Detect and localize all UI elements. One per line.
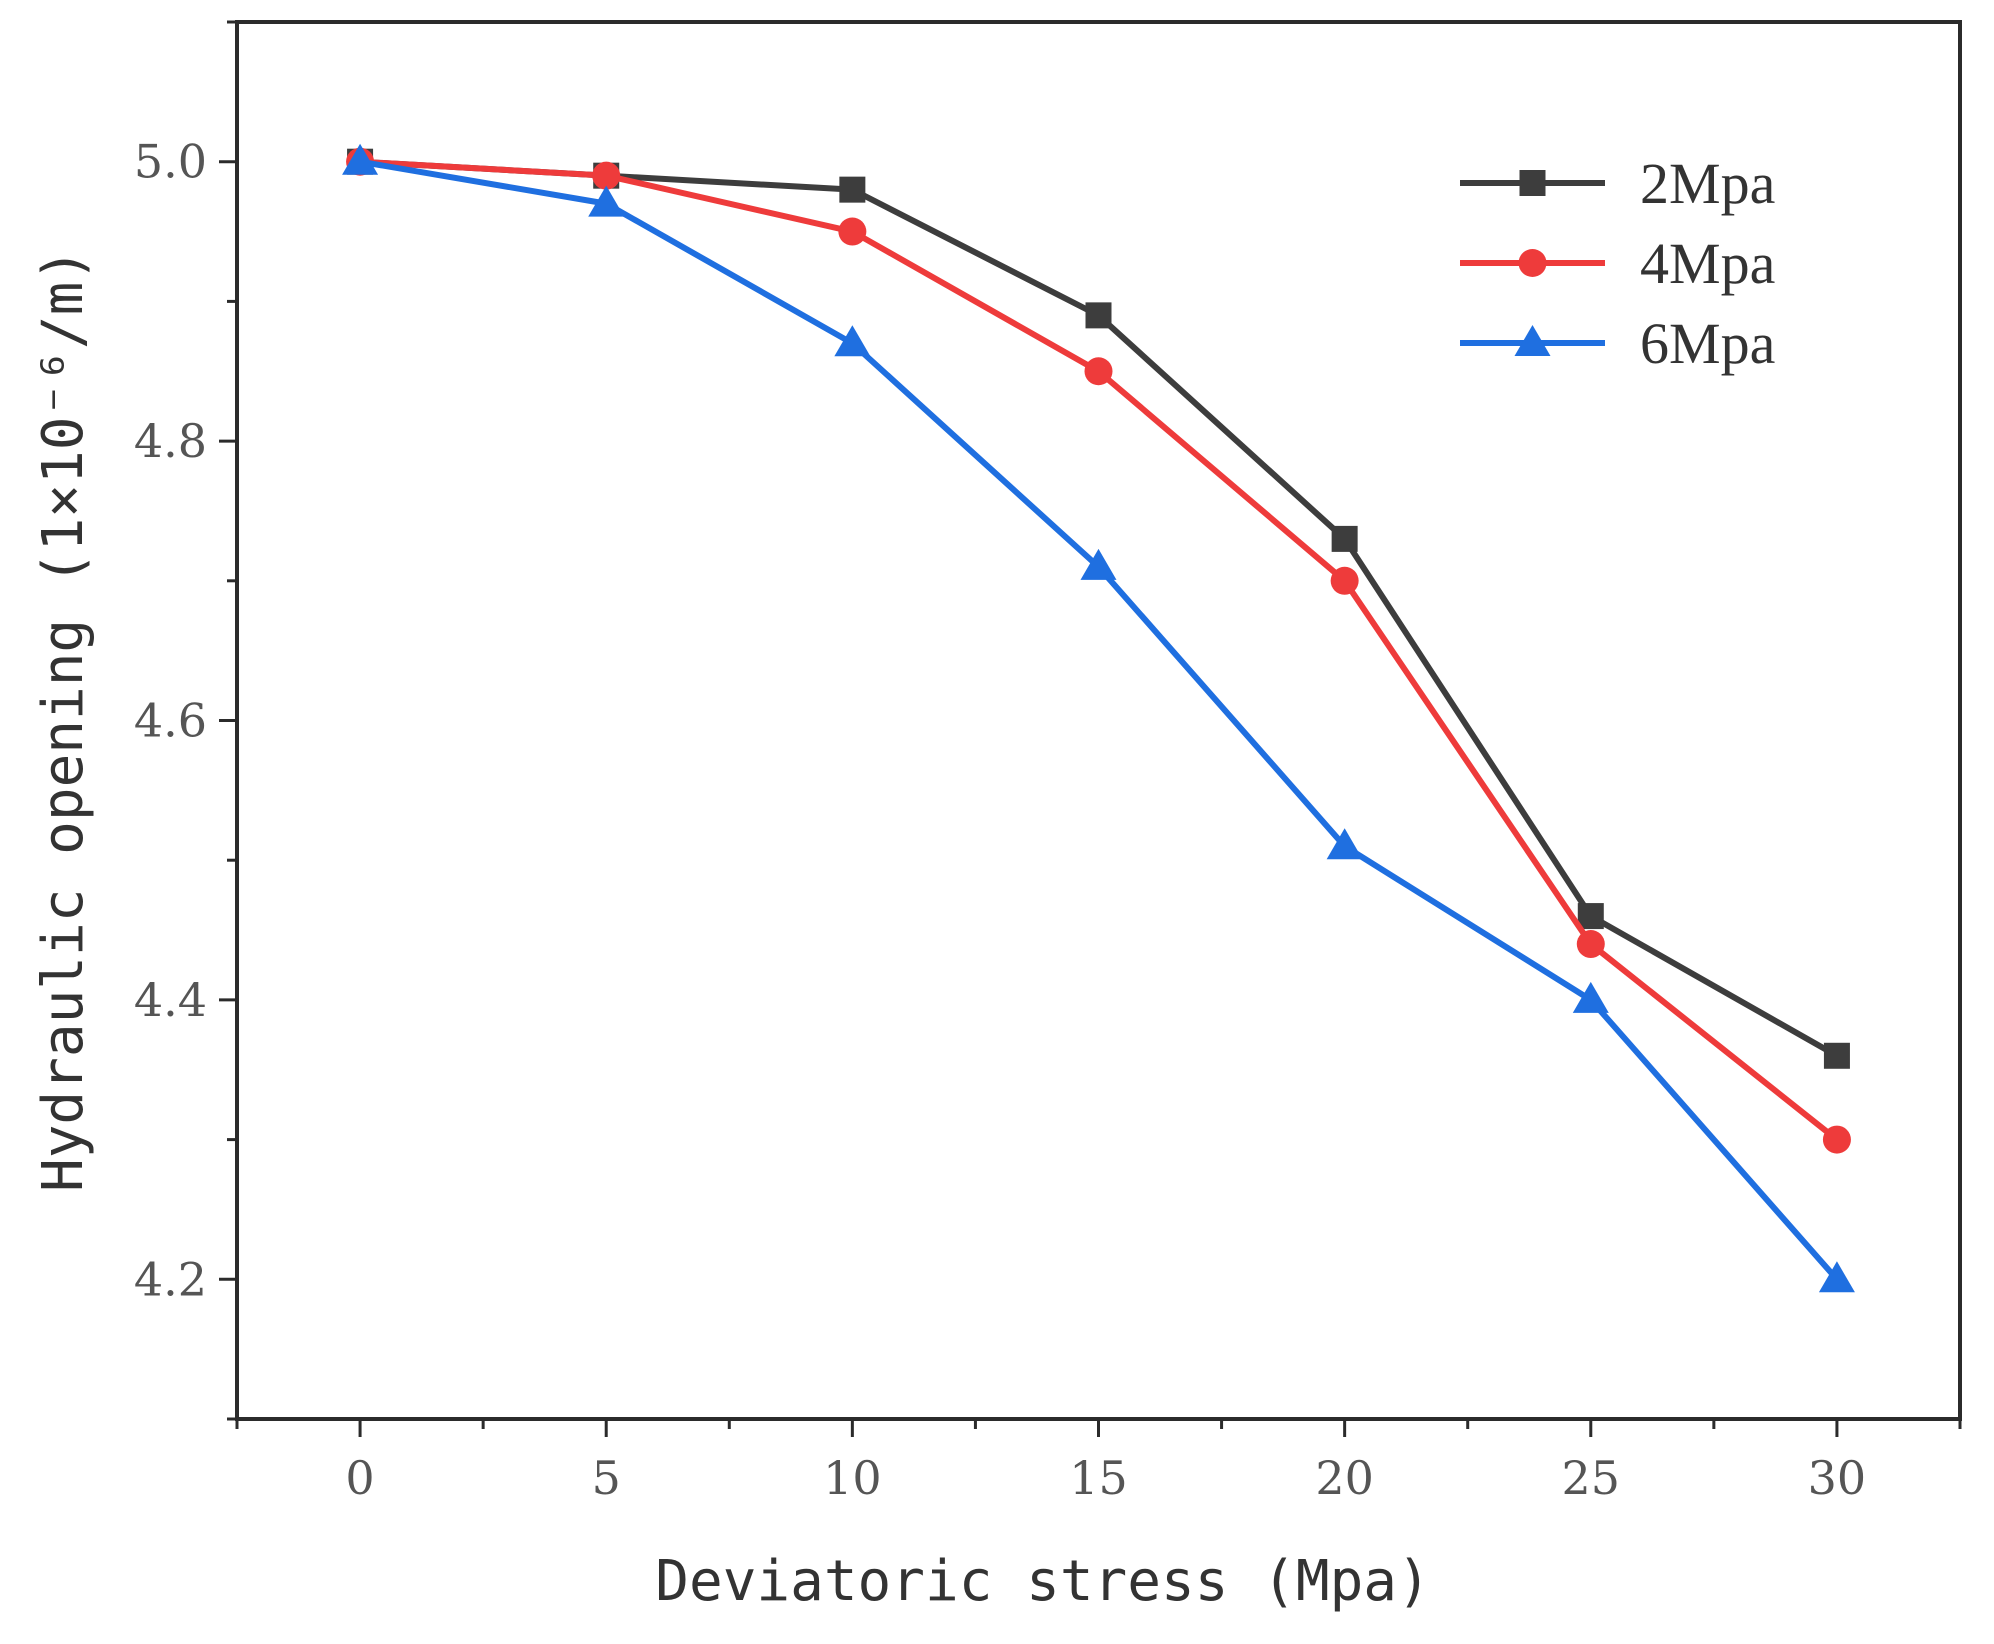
data-point-4mpa	[838, 217, 867, 246]
data-point-2mpa	[1085, 302, 1112, 329]
x-tick-label: 0	[345, 1451, 374, 1505]
y-tick-label: 5.0	[134, 135, 207, 189]
series-layer	[342, 143, 1855, 1293]
series-line-2mpa	[359, 158, 1839, 1059]
data-point-6mpa	[1572, 981, 1609, 1013]
legend-entry-6mpa: 6Mpa	[1460, 311, 1775, 376]
data-point-4mpa	[1084, 357, 1113, 386]
data-point-2mpa	[1823, 1042, 1850, 1069]
y-tick-label: 4.6	[134, 694, 207, 748]
data-point-6mpa	[1818, 1261, 1855, 1293]
data-point-6mpa	[588, 185, 625, 217]
legend-marker	[1514, 325, 1551, 356]
data-point-2mpa	[1331, 525, 1358, 552]
x-tick-label: 25	[1562, 1451, 1621, 1505]
series-4mpa	[346, 147, 1851, 1154]
legend-label: 2Mpa	[1640, 151, 1775, 216]
x-tick-label: 20	[1315, 1451, 1374, 1505]
y-tick-label: 4.4	[134, 973, 207, 1027]
data-point-4mpa	[1822, 1125, 1851, 1154]
legend-label: 6Mpa	[1640, 311, 1775, 376]
y-tick-label: 4.8	[134, 414, 207, 468]
data-point-6mpa	[1326, 828, 1363, 860]
data-point-6mpa	[342, 143, 379, 175]
y-axis-ticks: 4.2 4.4 4.6 4.8 5.0	[134, 20, 237, 1421]
x-tick-label: 30	[1808, 1451, 1867, 1505]
data-point-4mpa	[1330, 566, 1359, 595]
data-point-2mpa	[839, 176, 866, 203]
x-tick-label: 15	[1069, 1451, 1128, 1505]
data-point-4mpa	[592, 161, 621, 190]
data-point-6mpa	[1080, 548, 1117, 580]
data-point-4mpa	[1576, 930, 1605, 959]
x-axis-ticks: 0 5 10 15 20 25 30	[235, 1419, 1962, 1505]
legend: 2Mpa 4Mpa 6Mpa	[1460, 151, 1775, 376]
data-point-2mpa	[1577, 903, 1604, 930]
legend-label: 4Mpa	[1640, 231, 1775, 296]
x-tick-label: 5	[592, 1451, 621, 1505]
x-axis-label: Deviatoric stress (Mpa)	[655, 1549, 1430, 1614]
series-6mpa	[342, 143, 1855, 1293]
series-line-6mpa	[359, 158, 1840, 1282]
y-tick-label: 4.2	[134, 1252, 207, 1306]
x-tick-label: 10	[823, 1451, 882, 1505]
legend-marker	[1519, 170, 1546, 196]
series-2mpa	[347, 148, 1850, 1069]
legend-marker	[1518, 249, 1547, 277]
data-point-6mpa	[834, 325, 871, 357]
legend-entry-2mpa: 2Mpa	[1460, 151, 1775, 216]
y-axis-label: Hydraulic opening (1×10⁻⁶/m)	[31, 248, 96, 1192]
legend-entry-4mpa: 4Mpa	[1460, 231, 1775, 296]
